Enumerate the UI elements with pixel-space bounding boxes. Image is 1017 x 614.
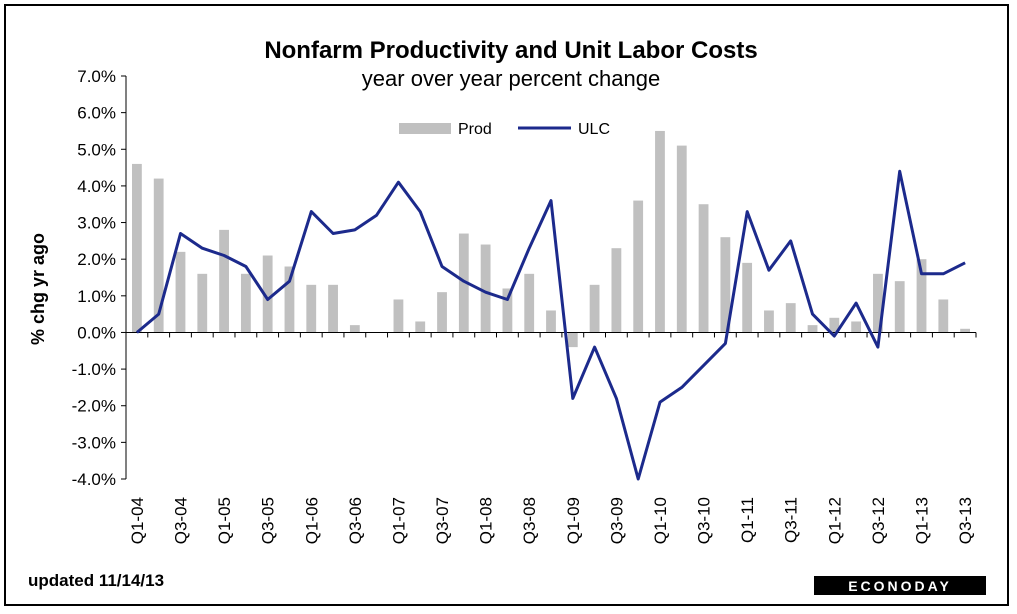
prod-bars <box>131 130 971 348</box>
prod-bar <box>764 310 774 333</box>
chart-title: Nonfarm Productivity and Unit Labor Cost… <box>264 37 757 64</box>
prod-bar <box>524 273 535 333</box>
axes <box>125 76 976 479</box>
chart-subtitle: year over year percent change <box>362 66 660 91</box>
y-tick-label: 0.0% <box>77 323 116 342</box>
prod-bar <box>546 310 556 333</box>
y-tick-label: 5.0% <box>77 140 116 159</box>
prod-bar <box>938 299 949 333</box>
prod-bar <box>720 237 731 333</box>
legend-prod-label: Prod <box>458 121 492 138</box>
legend-ulc-label: ULC <box>578 121 610 138</box>
y-tick-label: 3.0% <box>77 214 116 233</box>
x-tick-label: Q1-08 <box>477 497 496 544</box>
x-axis-ticks: Q1-04 Q3-04 Q1-05 Q3-05 Q1-06 Q3-06 Q1-07 Q3-07… <box>125 332 977 544</box>
prod-bar <box>458 233 469 333</box>
prod-bar <box>829 317 840 333</box>
y-tick-label: -4.0% <box>72 470 116 489</box>
legend-prod-swatch <box>399 123 451 134</box>
x-tick-label: Q1-07 <box>389 497 408 544</box>
legend: Prod ULC <box>399 121 610 138</box>
prod-bar <box>306 284 317 333</box>
prod-bar <box>415 321 426 333</box>
prod-bar <box>633 200 644 333</box>
prod-bar <box>611 248 622 333</box>
prod-bar <box>960 328 971 333</box>
x-tick-label: Q3-04 <box>171 497 190 544</box>
chart-svg: Nonfarm Productivity and Unit Labor Cost… <box>28 37 986 595</box>
y-tick-label: 1.0% <box>77 287 116 306</box>
ulc-line-group <box>135 169 966 481</box>
x-tick-label: Q1-04 <box>128 497 147 544</box>
prod-bar <box>219 229 229 333</box>
x-tick-label: Q3-05 <box>259 497 278 544</box>
x-tick-label: Q3-08 <box>520 497 539 544</box>
y-tick-label: 7.0% <box>77 67 116 86</box>
prod-bar <box>175 251 186 333</box>
prod-bar <box>197 273 208 333</box>
prod-bar <box>894 281 905 333</box>
econoday-logo: ECONODAY <box>814 576 986 595</box>
x-tick-label: Q1-09 <box>564 497 583 544</box>
x-tick-label: Q1-05 <box>215 497 234 544</box>
y-tick-label: 6.0% <box>77 104 116 123</box>
logo-text: ECONODAY <box>848 578 952 594</box>
x-tick-label: Q3-10 <box>695 497 714 544</box>
y-tick-label: -2.0% <box>72 397 116 416</box>
prod-bar <box>480 244 491 333</box>
x-tick-label: Q1-13 <box>913 497 932 544</box>
prod-bar <box>502 288 513 333</box>
prod-bar <box>589 284 600 333</box>
x-tick-label: Q1-06 <box>302 497 321 544</box>
y-tick-label: -3.0% <box>72 433 116 452</box>
y-tick-label: -1.0% <box>72 360 116 379</box>
y-tick-label: 2.0% <box>77 250 116 269</box>
updated-date: updated 11/14/13 <box>28 571 164 590</box>
x-tick-label: Q1-10 <box>651 497 670 544</box>
logo-background <box>814 576 986 595</box>
prod-bar <box>655 130 665 333</box>
prod-bar <box>437 292 447 333</box>
prod-bar <box>807 325 818 333</box>
prod-bar <box>676 145 687 333</box>
prod-bar <box>131 163 142 333</box>
x-tick-label: Q3-13 <box>956 497 975 544</box>
prod-bar <box>698 204 709 333</box>
y-axis-ticks: 7.0% 6.0% 5.0% 4.0% 3.0% 2.0% 1.0% 0.0% -1.0% -2.… <box>72 67 126 489</box>
y-axis-label: % chg yr ago <box>28 233 48 345</box>
chart-frame: Nonfarm Productivity and Unit Labor Cost… <box>4 4 1009 606</box>
x-tick-label: Q3-07 <box>433 497 452 544</box>
y-tick-label: 4.0% <box>77 177 116 196</box>
x-tick-label: Q3-11 <box>782 497 801 543</box>
x-tick-label: Q3-06 <box>346 497 365 544</box>
x-tick-label: Q3-12 <box>869 497 888 544</box>
prod-bar <box>851 321 862 333</box>
prod-bar <box>328 284 338 333</box>
x-tick-label: Q3-09 <box>607 497 626 544</box>
prod-bar <box>785 303 796 333</box>
prod-bar <box>742 262 753 333</box>
prod-bar <box>916 259 927 333</box>
prod-bar <box>240 273 251 333</box>
x-tick-label: Q1-12 <box>825 497 844 544</box>
x-tick-label: Q1-11 <box>738 497 757 543</box>
prod-bar <box>567 332 578 348</box>
prod-bar <box>873 273 883 333</box>
prod-bar <box>349 325 360 333</box>
prod-bar <box>153 178 164 333</box>
prod-bar <box>393 299 404 333</box>
prod-bar <box>284 266 295 333</box>
prod-bar <box>262 255 273 333</box>
